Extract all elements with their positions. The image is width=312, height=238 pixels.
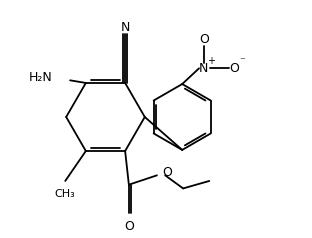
Text: ⁻: ⁻: [239, 57, 245, 67]
Text: O: O: [199, 33, 209, 46]
Text: O: O: [124, 220, 134, 233]
Text: H₂N: H₂N: [28, 71, 52, 84]
Text: N: N: [120, 21, 130, 34]
Text: CH₃: CH₃: [55, 189, 76, 199]
Text: +: +: [207, 56, 215, 66]
Text: O: O: [163, 166, 173, 179]
Text: N: N: [199, 62, 209, 75]
Text: O: O: [230, 62, 240, 75]
